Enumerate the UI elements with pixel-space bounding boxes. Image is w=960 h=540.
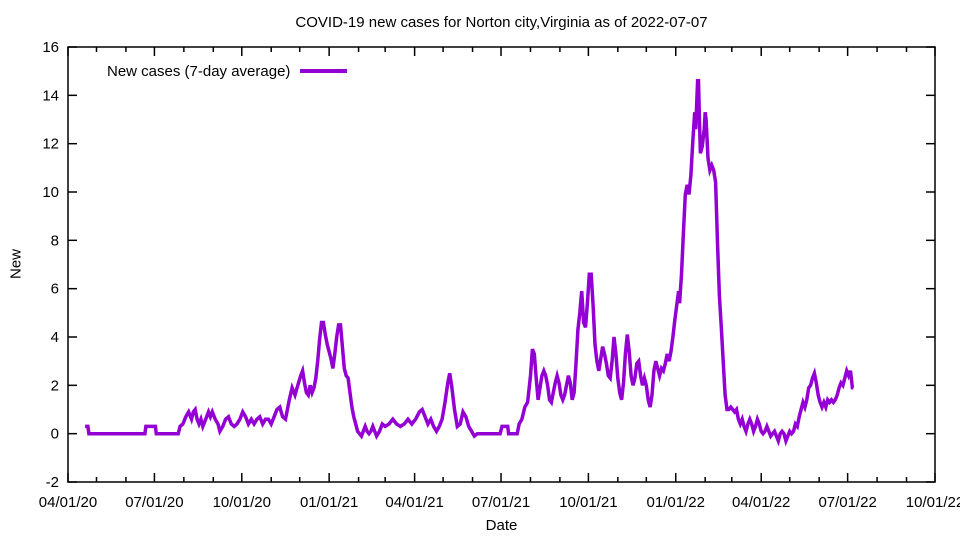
y-tick-label: 2 xyxy=(51,377,59,394)
y-tick-label: 12 xyxy=(42,136,59,153)
x-axis-title: Date xyxy=(485,517,518,534)
new-cases-line xyxy=(85,79,855,447)
x-tick-label: 04/01/22 xyxy=(732,494,790,511)
x-tick-label: 10/01/20 xyxy=(213,494,271,511)
x-tick-label: 07/01/21 xyxy=(472,494,530,511)
x-tick-label: 07/01/22 xyxy=(818,494,876,511)
y-tick-label: 4 xyxy=(51,329,59,346)
y-tick-label: 6 xyxy=(51,281,59,298)
chart-title: COVID-19 new cases for Norton city,Virgi… xyxy=(295,14,708,31)
x-tick-label: 01/01/21 xyxy=(300,494,358,511)
legend: New cases (7-day average) xyxy=(107,62,348,80)
x-tick-label: 04/01/20 xyxy=(39,494,97,511)
x-tick-label: 07/01/20 xyxy=(125,494,183,511)
y-tick-label: 14 xyxy=(42,87,59,104)
legend-label: New cases (7-day average) xyxy=(107,62,291,80)
x-tick-label: 10/01/21 xyxy=(559,494,617,511)
y-axis-title: New xyxy=(7,248,25,280)
y-tick-label: 10 xyxy=(42,184,59,201)
y-tick-label: 0 xyxy=(51,426,59,443)
y-tick-label: 16 xyxy=(42,39,59,56)
x-tick-label: 01/01/22 xyxy=(647,494,705,511)
legend-line-swatch xyxy=(300,69,348,73)
y-tick-label: 8 xyxy=(51,232,59,249)
x-tick-label: 10/01/22 xyxy=(906,494,960,511)
y-tick-label: -2 xyxy=(46,474,59,491)
x-tick-label: 04/01/21 xyxy=(385,494,443,511)
